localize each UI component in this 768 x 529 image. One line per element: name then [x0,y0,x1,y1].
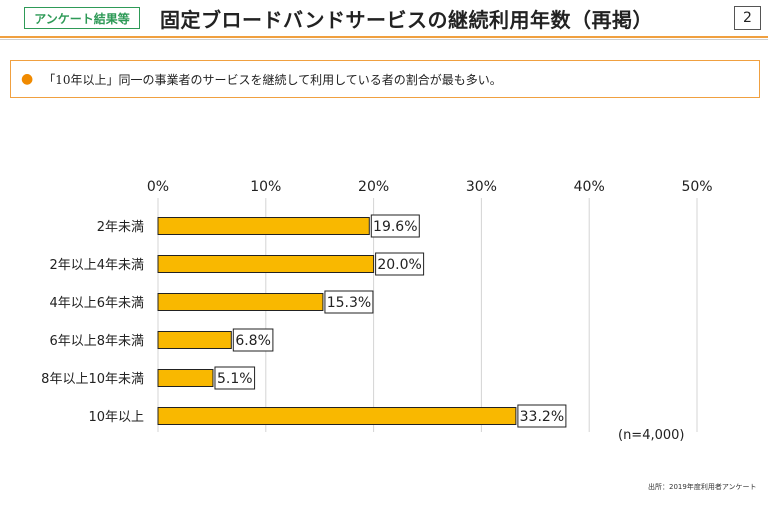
value-label: 6.8% [235,333,271,349]
value-label-box [370,214,420,238]
category-label: 10年以上 [88,410,144,425]
header-rule-orange [0,36,768,38]
source-note: 出所：2019年度利用者アンケート [648,483,757,491]
value-label: 20.0% [377,257,421,273]
value-label: 5.1% [217,371,253,387]
category-label: 8年以上10年未満 [41,372,144,387]
x-tick-label: 20% [358,179,389,195]
value-label: 19.6% [373,219,417,235]
category-label: 6年以上8年未満 [49,334,144,349]
bar [157,407,517,425]
x-tick-label: 0% [147,179,169,195]
page-number: 2 [734,6,761,30]
x-tick-label: 40% [574,179,605,195]
value-label-box [214,366,256,390]
value-label-box [517,404,567,428]
value-label: 15.3% [327,295,371,311]
x-tick-label: 50% [681,179,712,195]
value-label: 33.2% [520,409,564,425]
category-label: 4年以上6年未満 [49,296,144,311]
bar [157,255,375,273]
bar [157,331,232,349]
bar [157,217,370,235]
page-title: 固定ブロードバンドサービスの継続利用年数（再掲） [160,8,653,32]
value-label-box [324,290,374,314]
category-label: 2年以上4年未満 [49,258,144,273]
summary-box: ● 「10年以上」同一の事業者のサービスを継続して利用している者の割合が最も多い… [10,60,760,98]
bullet-icon: ● [21,71,34,87]
category-label: 2年未満 [97,220,144,235]
x-tick-label: 30% [466,179,497,195]
sample-size-note: (n=4,000) [618,428,685,443]
summary-text: 「10年以上」同一の事業者のサービスを継続して利用している者の割合が最も多い。 [43,72,502,87]
bar [157,369,214,387]
value-label-box [232,328,274,352]
header-rule-grey [0,39,768,40]
bar [157,293,324,311]
x-tick-label: 10% [250,179,281,195]
section-tag: アンケート結果等 [24,7,140,29]
value-label-box [375,252,425,276]
